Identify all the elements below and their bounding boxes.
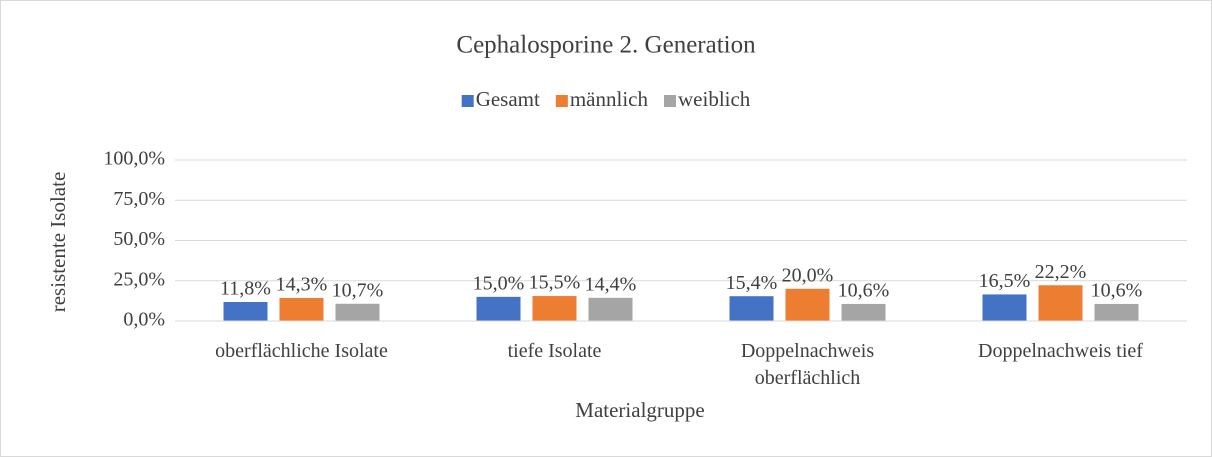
- bar: [982, 294, 1027, 321]
- x-tick-label: Doppelnachweis tief: [978, 340, 1143, 362]
- x-tick-label: Doppelnachweis oberflächlich: [740, 340, 875, 389]
- legend-label: Gesamt: [476, 87, 540, 111]
- legend-marker: [555, 95, 568, 107]
- bar: [223, 302, 268, 321]
- y-tick-label: 75,0%: [113, 188, 165, 210]
- y-tick-label: 25,0%: [113, 268, 165, 290]
- y-axis-title: resistente Isolate: [46, 172, 70, 313]
- data-label: 22,2%: [1035, 261, 1087, 283]
- data-label: 10,6%: [838, 280, 890, 302]
- bar: [588, 297, 633, 321]
- legend-label: männlich: [570, 87, 649, 111]
- data-label: 11,8%: [220, 278, 271, 300]
- bar: [729, 296, 774, 321]
- bar: [279, 297, 324, 321]
- y-tick-label: 0,0%: [123, 309, 165, 331]
- bar: [841, 303, 886, 321]
- bar: [476, 296, 521, 321]
- bar: [1038, 285, 1083, 321]
- data-label: 10,7%: [332, 279, 384, 301]
- data-label: 20,0%: [782, 264, 834, 286]
- legend-marker: [664, 95, 676, 107]
- data-label: 14,3%: [276, 274, 328, 296]
- data-label: 15,4%: [726, 272, 778, 294]
- x-axis-title: Materialgruppe: [575, 398, 704, 422]
- data-label: 10,6%: [1091, 280, 1143, 302]
- bar: [335, 303, 380, 321]
- legend-label: weiblich: [678, 87, 751, 111]
- x-tick-label: tiefe Isolate: [507, 340, 602, 362]
- data-label: 14,4%: [585, 273, 637, 295]
- bar: [785, 288, 830, 321]
- y-tick-label: 50,0%: [113, 228, 165, 250]
- data-label: 15,5%: [529, 272, 581, 294]
- y-tick-label: 100,0%: [103, 148, 165, 170]
- bar: [532, 296, 577, 321]
- data-label: 16,5%: [979, 270, 1031, 292]
- legend-marker: [461, 95, 474, 107]
- x-tick-label: oberflächliche Isolate: [215, 340, 388, 362]
- chart-title: Cephalosporine 2. Generation: [456, 32, 756, 59]
- data-label: 15,0%: [473, 272, 525, 294]
- bar: [1094, 303, 1139, 321]
